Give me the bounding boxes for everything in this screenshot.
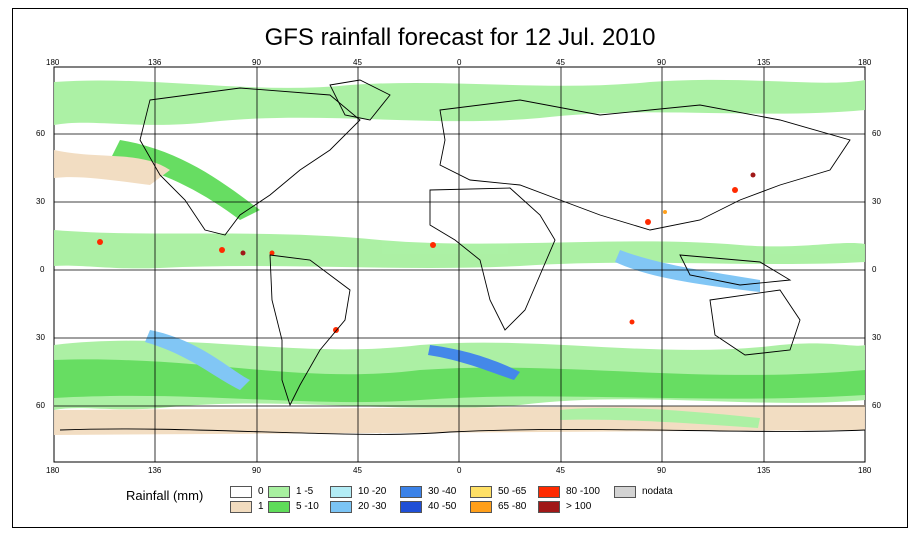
legend-swatch xyxy=(400,486,422,498)
legend-swatch xyxy=(400,501,422,513)
x-tick-bottom: 45 xyxy=(556,466,565,475)
x-tick-bottom: 90 xyxy=(657,466,666,475)
legend-label: 0 xyxy=(258,486,264,497)
legend-label: 80 -100 xyxy=(566,486,600,497)
x-tick-bottom: 90 xyxy=(252,466,261,475)
y-tick-right: 0 xyxy=(872,265,877,274)
x-tick-top: 180 xyxy=(46,58,60,67)
legend-swatch xyxy=(538,486,560,498)
legend-swatch xyxy=(268,486,290,498)
x-tick-top: 135 xyxy=(757,58,771,67)
legend-swatch xyxy=(230,501,252,513)
x-tick-top: 90 xyxy=(252,58,261,67)
legend-title: Rainfall (mm) xyxy=(126,488,204,503)
legend-swatch xyxy=(330,486,352,498)
y-tick-right: 30 xyxy=(872,197,881,206)
map-frame xyxy=(12,8,908,528)
graticule xyxy=(54,67,865,462)
legend-label: 30 -40 xyxy=(428,486,457,497)
y-tick-left: 0 xyxy=(40,265,45,274)
y-tick-left: 30 xyxy=(36,333,45,342)
legend-label: > 100 xyxy=(566,501,592,512)
coastlines xyxy=(59,79,866,435)
y-tick-right: 30 xyxy=(872,333,881,342)
legend-swatch xyxy=(330,501,352,513)
legend-swatch xyxy=(230,486,252,498)
y-tick-left: 30 xyxy=(36,197,45,206)
legend-label: 1 -5 xyxy=(296,486,314,497)
x-tick-top: 45 xyxy=(353,58,362,67)
heavy-rain-spots xyxy=(97,172,756,333)
legend-label: 10 -20 xyxy=(358,486,387,497)
legend-swatch xyxy=(470,486,492,498)
legend-swatch xyxy=(614,486,636,498)
x-tick-top: 180 xyxy=(858,58,872,67)
legend-label: 5 -10 xyxy=(296,501,319,512)
legend-label: 1 xyxy=(258,501,264,512)
y-tick-right: 60 xyxy=(872,129,881,138)
x-tick-bottom: 180 xyxy=(46,466,60,475)
legend-swatch xyxy=(268,501,290,513)
x-tick-top: 0 xyxy=(457,58,462,67)
y-tick-right: 60 xyxy=(872,401,881,410)
legend-label: 20 -30 xyxy=(358,501,387,512)
legend-label: 40 -50 xyxy=(428,501,457,512)
x-tick-top: 45 xyxy=(556,58,565,67)
x-tick-bottom: 0 xyxy=(457,466,462,475)
x-tick-bottom: 136 xyxy=(148,466,162,475)
x-tick-bottom: 135 xyxy=(757,466,771,475)
legend-label: 65 -80 xyxy=(498,501,527,512)
y-tick-left: 60 xyxy=(36,129,45,138)
legend-swatch xyxy=(538,501,560,513)
legend-label: 50 -65 xyxy=(498,486,527,497)
legend-swatch xyxy=(470,501,492,513)
y-tick-left: 60 xyxy=(36,401,45,410)
x-tick-top: 90 xyxy=(657,58,666,67)
map-title: GFS rainfall forecast for 12 Jul. 2010 xyxy=(264,24,656,51)
x-tick-top: 136 xyxy=(148,58,162,67)
x-tick-bottom: 45 xyxy=(353,466,362,475)
legend-label: nodata xyxy=(642,486,673,497)
x-tick-bottom: 180 xyxy=(858,466,872,475)
